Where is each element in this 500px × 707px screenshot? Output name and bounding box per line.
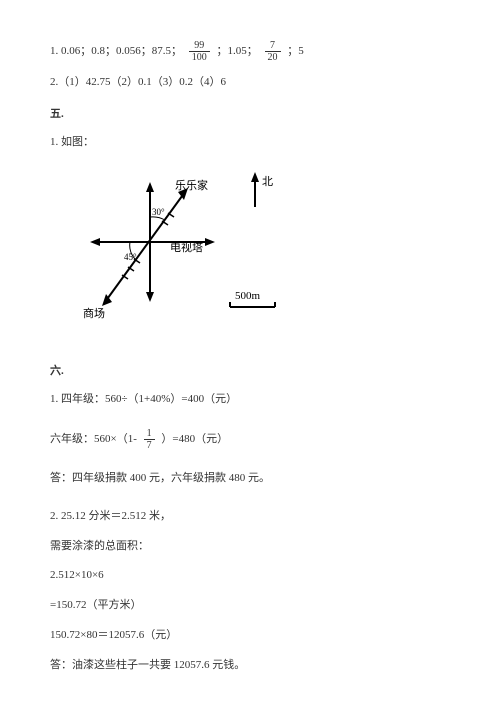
section-6-item-2-part1: 六年级：560×（1-	[50, 433, 140, 445]
section-6-answer-1: 答：四年级捐款 400 元，六年级捐款 480 元。	[50, 469, 450, 489]
lelejia-label: 乐乐家	[175, 178, 208, 192]
line1-text-1: 1. 0.06；0.8；0.056；87.5；	[50, 45, 182, 57]
fraction-denominator: 7	[144, 440, 155, 451]
section-6-item-2-part2: ）=480（元）	[161, 433, 228, 445]
line2-text: 2.（1）42.75（2）0.1（3）0.2（4）6	[50, 76, 226, 88]
section-6-answer-2-text: 答：油漆这些柱子一共要 12057.6 元钱。	[50, 659, 245, 671]
section-6-problem-2b-text: 需要涂漆的总面积：	[50, 540, 149, 552]
angle-30-arc	[150, 217, 165, 220]
angle-45-label: 45°	[124, 252, 137, 262]
section-6-problem-2a-text: 2. 25.12 分米＝2.512 米，	[50, 510, 171, 522]
mall-label: 商场	[83, 306, 105, 320]
angle-30-label: 30°	[152, 207, 165, 217]
diagram-svg: 北 30° 45°	[80, 167, 300, 347]
section-6-problem-2c: 2.512×10×6	[50, 566, 450, 586]
fraction-numerator: 1	[144, 428, 155, 440]
section-5-item-1: 1. 如图：	[50, 133, 450, 153]
section-6-problem-2d: =150.72（平方米）	[50, 596, 450, 616]
fraction-1-7: 1 7	[144, 428, 155, 451]
section-6-problem-2d-text: =150.72（平方米）	[50, 599, 141, 611]
section-6-problem-2c-text: 2.512×10×6	[50, 569, 104, 581]
fraction-numerator: 7	[265, 40, 281, 52]
svg-text:500m: 500m	[235, 290, 261, 302]
section-5-item-1-text: 1. 如图：	[50, 136, 94, 148]
section-6-header: 六.	[50, 362, 450, 382]
section-6-item-1-text: 1. 四年级：560÷（1+40%）=400（元）	[50, 393, 237, 405]
answer-line-2: 2.（1）42.75（2）0.1（3）0.2（4）6	[50, 73, 450, 93]
section-6-item-1: 1. 四年级：560÷（1+40%）=400（元）	[50, 390, 450, 410]
section-5-header: 五.	[50, 105, 450, 125]
answer-line-1: 1. 0.06；0.8；0.056；87.5； 99 100 ；1.05； 7 …	[50, 40, 450, 63]
section-5-title: 五.	[50, 108, 64, 120]
scale-bar: 500m	[230, 290, 275, 307]
line1-text-2: ；1.05；	[217, 45, 258, 57]
section-6-problem-2e: 150.72×80＝12057.6（元）	[50, 626, 450, 646]
fraction-denominator: 20	[265, 52, 281, 63]
fraction-denominator: 100	[189, 52, 210, 63]
compass-diagram: 北 30° 45°	[80, 167, 300, 347]
fraction-7-20: 7 20	[265, 40, 281, 63]
section-6-answer-2: 答：油漆这些柱子一共要 12057.6 元钱。	[50, 656, 450, 676]
section-6-problem-2b: 需要涂漆的总面积：	[50, 537, 450, 557]
section-6-item-2: 六年级：560×（1- 1 7 ）=480（元）	[50, 428, 450, 451]
fraction-99-100: 99 100	[189, 40, 210, 63]
line1-text-3: ；5	[287, 45, 304, 57]
section-6-title: 六.	[50, 365, 64, 377]
fraction-numerator: 99	[189, 40, 210, 52]
section-6-problem-2a: 2. 25.12 分米＝2.512 米，	[50, 507, 450, 527]
north-label: 北	[262, 175, 273, 188]
north-indicator: 北	[251, 172, 273, 207]
tvtower-label: 电视塔	[170, 240, 203, 254]
section-6-problem-2e-text: 150.72×80＝12057.6（元）	[50, 629, 177, 641]
section-6-answer-1-text: 答：四年级捐款 400 元，六年级捐款 480 元。	[50, 472, 270, 484]
